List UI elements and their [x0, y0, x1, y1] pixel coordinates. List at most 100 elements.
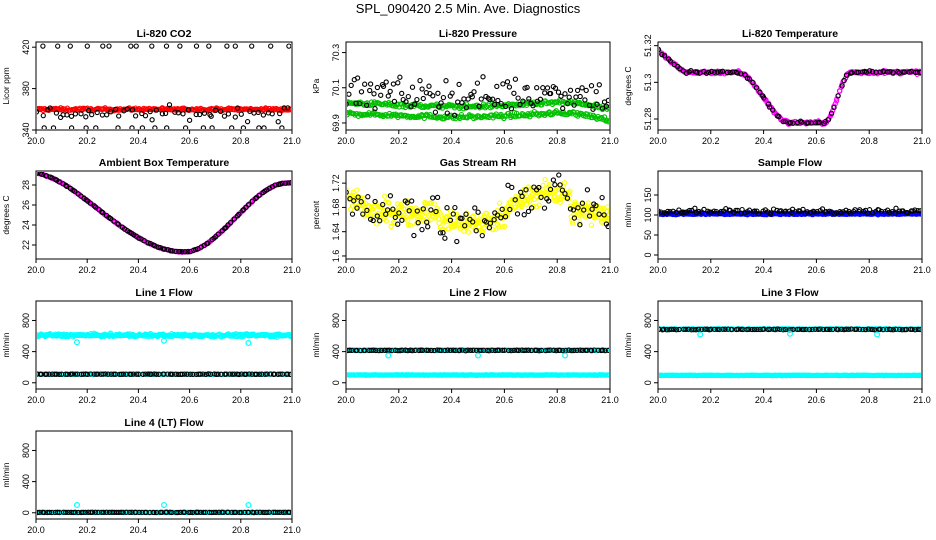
point-li_temp-1-89 [917, 69, 921, 75]
point-line2-2-53 [484, 347, 490, 354]
point-co2-2-10 [78, 111, 84, 117]
point-rh-0-163 [445, 226, 452, 232]
point-rh-1-90 [559, 187, 566, 193]
point-rh-0-0 [347, 187, 349, 193]
point-pressure-2-73 [504, 79, 511, 85]
point-co2-2-12 [85, 107, 92, 114]
point-sample_flow-1-22 [708, 209, 714, 215]
point-co2-1-10 [177, 43, 183, 49]
point-rh-1-61 [491, 217, 497, 223]
point-rh-1-26 [406, 208, 412, 214]
point-line3-2-7 [673, 327, 680, 333]
point-line2-2-88 [577, 347, 583, 353]
point-pressure-2-91 [544, 85, 551, 91]
point-line2-2-21 [399, 347, 405, 353]
point-line4-1-39 [133, 509, 139, 516]
point-co2-2-27 [149, 117, 155, 123]
point-li_temp-1-36 [761, 95, 767, 101]
point-pressure-2-7 [358, 89, 365, 95]
point-co2-2-15 [99, 112, 106, 118]
point-line4-1-12 [65, 509, 71, 516]
y-tick-label-line3-1: 400 [643, 344, 653, 359]
point-box_temp-1-62 [193, 246, 199, 253]
point-li_temp-1-61 [835, 93, 841, 99]
point-co2-3-4 [93, 125, 99, 129]
point-pressure-2-46 [444, 110, 450, 116]
point-line4-1-5 [46, 509, 53, 516]
point-rh-1-32 [420, 206, 426, 212]
point-pressure-2-39 [430, 93, 436, 99]
point-line3-2-88 [888, 326, 894, 333]
point-pressure-2-102 [567, 87, 574, 93]
point-li_temp-1-4 [667, 58, 673, 64]
point-co2-2-22 [129, 107, 136, 113]
point-co2-3-11 [200, 125, 207, 129]
point-pressure-2-115 [596, 82, 602, 88]
point-line2-2-38 [444, 347, 451, 353]
point-line2-1-279 [606, 372, 609, 378]
point-pressure-2-105 [574, 87, 581, 94]
point-rh-1-85 [547, 186, 554, 193]
point-line2-2-61 [506, 347, 512, 354]
point-line2-2-13 [378, 347, 385, 354]
point-co2-0-239 [288, 106, 291, 112]
x-tick-label-li_temp-1: 20.2 [702, 136, 720, 146]
point-pressure-2-70 [498, 100, 504, 107]
point-pressure-2-5 [354, 75, 361, 81]
point-line1-2-54 [173, 371, 179, 377]
x-tick-label-rh-5: 21.0 [601, 265, 619, 275]
data-points-li_temp [659, 46, 921, 127]
point-line2-2-58 [496, 347, 502, 354]
point-line3-2-98 [915, 326, 921, 333]
point-co2-2-30 [162, 110, 169, 117]
point-line3-1-279 [919, 372, 921, 378]
point-line1-2-37 [128, 371, 134, 377]
point-co2-2-55 [269, 111, 275, 117]
point-co2-2-57 [277, 110, 283, 117]
point-pressure-2-20 [387, 88, 393, 95]
point-co2-2-4 [53, 110, 60, 116]
point-line3-2-47 [780, 327, 786, 333]
point-pressure-2-67 [491, 101, 498, 108]
point-rh-1-23 [399, 217, 405, 223]
point-co2-2-0 [37, 109, 40, 115]
point-line2-2-11 [373, 347, 379, 354]
point-rh-1-46 [454, 238, 460, 245]
panel-title-pressure: Li-820 Pressure [439, 28, 517, 40]
point-co2-2-5 [57, 114, 64, 121]
x-tick-label-pressure-1: 20.2 [390, 136, 408, 146]
point-sample_flow-1-96 [886, 209, 893, 216]
point-line2-2-9 [368, 347, 374, 354]
plot-frame-co2 [35, 41, 293, 131]
point-line1-2-87 [256, 371, 263, 377]
point-rh-1-4 [354, 205, 360, 211]
point-co2-2-29 [159, 111, 166, 117]
point-rh-1-104 [593, 202, 599, 209]
point-li_temp-1-60 [831, 104, 837, 111]
point-rh-1-36 [430, 195, 436, 201]
point-line3-2-3 [664, 327, 670, 333]
x-tick-label-line2-4: 20.8 [548, 395, 566, 405]
point-line4-1-95 [277, 509, 283, 516]
point-co2-1-13 [224, 43, 230, 49]
point-box_temp-1-76 [227, 219, 234, 226]
point-rh-1-18 [387, 193, 394, 199]
point-co2-2-16 [104, 112, 110, 118]
point-li_temp-1-33 [753, 85, 760, 91]
point-rh-1-11 [370, 217, 376, 224]
x-tick-label-line2-2: 20.4 [443, 395, 461, 405]
point-line4-1-46 [151, 509, 157, 516]
point-sample_flow-1-11 [682, 209, 688, 216]
x-tick-label-pressure-3: 20.6 [496, 136, 514, 146]
point-line1-2-57 [179, 371, 185, 377]
point-co2-3-10 [182, 125, 189, 129]
point-line4-1-3 [41, 509, 47, 516]
data-points-rh [347, 172, 609, 245]
point-line2-2-32 [428, 347, 435, 354]
x-tick-label-rh-2: 20.4 [443, 265, 461, 275]
point-rh-1-105 [596, 211, 602, 217]
point-pressure-2-48 [449, 90, 455, 96]
point-pressure-2-11 [367, 81, 374, 87]
